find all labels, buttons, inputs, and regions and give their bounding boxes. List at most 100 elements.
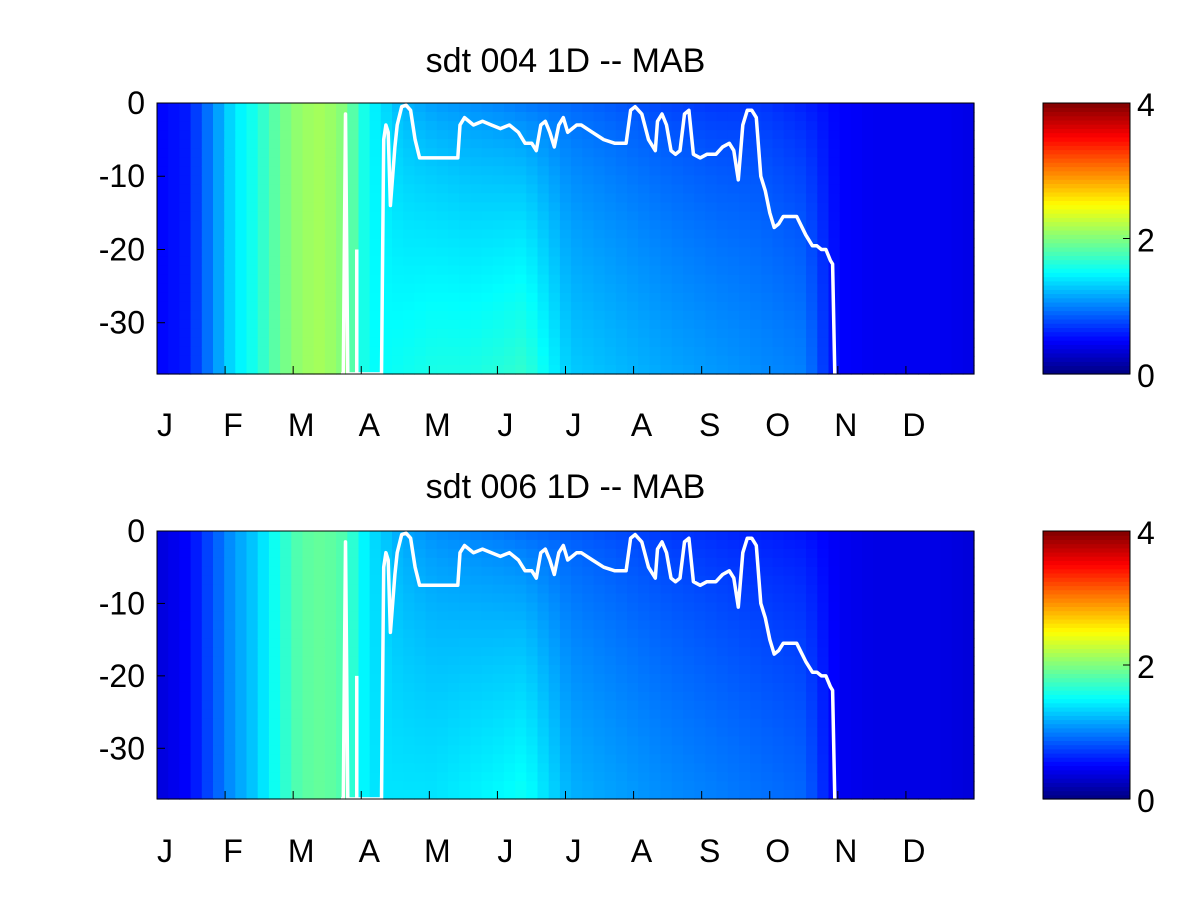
heatmap-cell [257, 539, 270, 550]
heatmap-cell [817, 229, 830, 240]
heatmap-cell [918, 139, 930, 149]
heatmap-cell [739, 166, 751, 176]
heatmap-cell [470, 283, 483, 294]
heatmap-cell [526, 557, 539, 568]
heatmap-cell [862, 328, 874, 339]
heatmap-cell [817, 620, 830, 630]
heatmap-cell [862, 283, 874, 294]
heatmap-cell [683, 328, 695, 339]
heatmap-cell [436, 611, 449, 621]
heatmap-cell [660, 763, 673, 773]
heatmap-cell [436, 602, 449, 612]
heatmap-cell [940, 211, 953, 221]
heatmap-cell [291, 319, 304, 330]
heatmap-cell [403, 602, 415, 612]
heatmap-cell [627, 772, 639, 782]
heatmap-cell [571, 211, 583, 221]
heatmap-cell [526, 229, 539, 240]
heatmap-cell [593, 691, 606, 702]
heatmap-cell [313, 157, 326, 167]
heatmap-cell [403, 256, 415, 267]
heatmap-cell [224, 781, 236, 791]
heatmap-cell [336, 682, 348, 693]
heatmap-cell [649, 620, 662, 630]
heatmap-cell [436, 256, 449, 267]
heatmap-cell [761, 238, 774, 249]
heatmap-cell [459, 193, 471, 203]
heatmap-cell [459, 283, 471, 294]
heatmap-cell [839, 103, 852, 113]
heatmap-cell [515, 292, 527, 303]
heatmap-cell [918, 638, 930, 648]
heatmap-cell [369, 557, 382, 568]
heatmap-cell [257, 772, 270, 782]
heatmap-cell [649, 292, 662, 303]
heatmap-cell [201, 193, 214, 203]
heatmap-cell [794, 548, 807, 559]
heatmap-cell [157, 611, 169, 621]
heatmap-cell [526, 166, 539, 176]
heatmap-cell [448, 193, 460, 203]
heatmap-cell [615, 754, 628, 764]
heatmap-cell [649, 274, 662, 285]
heatmap-cell [772, 557, 785, 568]
heatmap-cell [392, 629, 404, 639]
heatmap-cell [593, 531, 606, 541]
heatmap-cell [559, 283, 572, 294]
heatmap-cell [794, 103, 807, 113]
heatmap-cell [537, 665, 550, 675]
heatmap-cell [235, 781, 248, 791]
heatmap-cell [638, 184, 650, 194]
heatmap-cell [739, 575, 751, 586]
heatmap-cell [951, 638, 964, 648]
heatmap-cell [459, 229, 471, 240]
heatmap-cell [627, 193, 639, 203]
heatmap-cell [705, 265, 718, 276]
heatmap-cell [839, 647, 852, 657]
heatmap-cell [369, 139, 382, 149]
heatmap-cell [392, 166, 404, 176]
heatmap-cell [962, 727, 975, 737]
heatmap-cell [593, 112, 606, 122]
heatmap-cell [750, 584, 762, 595]
heatmap-cell [403, 247, 415, 258]
heatmap-cell [459, 682, 471, 693]
heatmap-cell [705, 763, 718, 773]
heatmap-cell [660, 745, 673, 755]
heatmap-cell [213, 229, 225, 240]
heatmap-cell [526, 602, 539, 612]
heatmap-cell [727, 337, 740, 348]
heatmap-cell [414, 620, 427, 630]
heatmap-cell [906, 166, 919, 176]
heatmap-cell [257, 355, 270, 366]
heatmap-cell [302, 718, 315, 729]
heatmap-cell [224, 238, 236, 249]
heatmap-cell [671, 247, 684, 258]
heatmap-cell [884, 709, 897, 720]
heatmap-cell [571, 602, 583, 612]
heatmap-cell [727, 548, 740, 559]
heatmap-cell [604, 656, 617, 666]
heatmap-cell [918, 202, 930, 212]
heatmap-cell [492, 112, 505, 122]
heatmap-cell [806, 157, 818, 167]
x-tick-label: A [631, 833, 653, 869]
heatmap-cell [918, 148, 930, 158]
heatmap-cell [448, 709, 460, 720]
heatmap-cell [492, 584, 505, 595]
heatmap-cell [246, 665, 259, 675]
heatmap-cell [526, 638, 539, 648]
heatmap-cell [190, 629, 203, 639]
heatmap-cell [157, 665, 169, 675]
heatmap-cell [873, 166, 886, 176]
heatmap-cell [448, 575, 460, 586]
heatmap-cell [492, 736, 505, 746]
heatmap-cell [806, 301, 818, 312]
heatmap-cell [246, 121, 259, 131]
heatmap-cell [906, 365, 919, 375]
heatmap-cell [571, 184, 583, 194]
heatmap-cell [873, 319, 886, 330]
heatmap-cell [593, 566, 606, 577]
heatmap-cell [683, 620, 695, 630]
